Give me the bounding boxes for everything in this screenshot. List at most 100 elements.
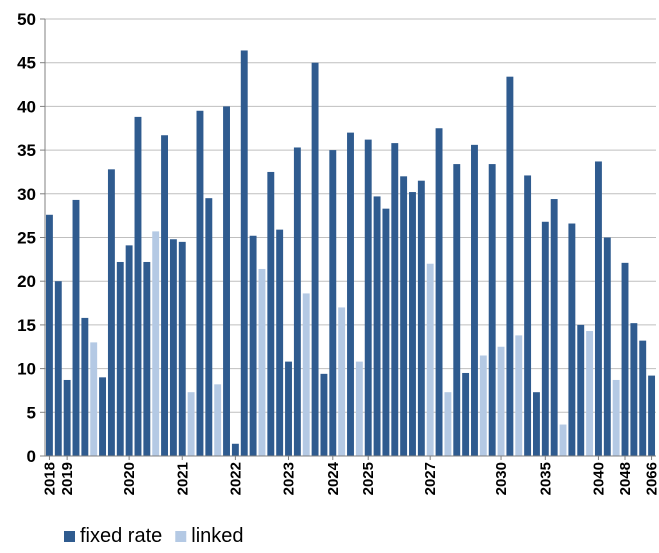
- y-tick-label: 25: [17, 229, 36, 248]
- bar-linked: [187, 392, 195, 456]
- x-tick-label: 2027: [422, 462, 439, 495]
- legend-swatch: [64, 531, 75, 542]
- bar-linked: [258, 268, 266, 456]
- bar-linked: [338, 307, 346, 456]
- x-tick-label: 2025: [360, 462, 377, 495]
- y-tick-label: 50: [17, 10, 36, 29]
- bar-fixed-rate: [116, 261, 124, 456]
- bar-fixed-rate: [471, 144, 478, 456]
- bar-fixed-rate: [276, 229, 284, 456]
- legend-label: fixed rate: [80, 525, 162, 547]
- bar-fixed-rate: [382, 208, 390, 456]
- x-tick-label: 2066: [644, 462, 659, 495]
- bar-fixed-rate: [196, 110, 204, 457]
- bar-linked: [479, 355, 487, 456]
- bar-fixed-rate: [621, 262, 629, 456]
- y-tick-label: 0: [27, 447, 36, 466]
- bar-fixed-rate: [347, 132, 354, 456]
- bar-fixed-rate: [143, 261, 151, 456]
- bar-linked: [444, 392, 452, 456]
- bar-fixed-rate: [409, 192, 416, 456]
- bar-fixed-rate: [329, 150, 337, 456]
- bar-linked: [497, 346, 505, 456]
- bar-linked: [152, 231, 160, 456]
- bar-linked: [612, 379, 620, 456]
- bar-linked: [586, 331, 594, 456]
- bar-fixed-rate: [231, 443, 239, 456]
- bar-fixed-rate: [639, 340, 647, 456]
- bar-fixed-rate: [603, 237, 611, 456]
- x-tick-label: 2019: [59, 462, 76, 495]
- y-tick-label: 30: [17, 185, 36, 204]
- bar-fixed-rate: [125, 245, 133, 456]
- legend-swatch: [175, 531, 187, 542]
- y-tick-label: 35: [17, 141, 36, 160]
- x-tick-label: 2023: [281, 462, 298, 495]
- bar-fixed-rate: [169, 239, 177, 456]
- bar-fixed-rate: [54, 281, 62, 456]
- legend-label: linked: [191, 525, 243, 547]
- bar-fixed-rate: [161, 135, 168, 456]
- bar-fixed-rate: [373, 196, 381, 456]
- x-tick-label: 2048: [617, 462, 634, 495]
- bar-fixed-rate: [648, 375, 656, 456]
- bar-fixed-rate: [72, 199, 80, 456]
- bar-fixed-rate: [533, 392, 540, 456]
- bar-linked: [559, 424, 567, 456]
- x-axis-ticks: 2018 2019 2020 2021 2022 2023 2024 2025 2027 2030…: [41, 461, 659, 495]
- x-tick-label: 2024: [325, 461, 342, 495]
- y-tick-label: 10: [17, 360, 36, 379]
- bar-fixed-rate: [107, 169, 115, 456]
- bar-fixed-rate: [568, 223, 576, 456]
- y-tick-label: 20: [17, 272, 36, 291]
- bar-fixed-rate: [541, 221, 549, 456]
- bar-linked: [515, 335, 523, 456]
- bar-linked: [90, 342, 98, 456]
- bars: [45, 50, 656, 457]
- bar-linked: [302, 293, 310, 456]
- bar-fixed-rate: [524, 175, 532, 457]
- bar-fixed-rate: [594, 161, 602, 456]
- x-tick-label: 2035: [537, 462, 554, 495]
- bar-fixed-rate: [99, 377, 107, 456]
- y-tick-label: 45: [17, 54, 36, 73]
- y-tick-label: 15: [17, 316, 36, 335]
- bar-fixed-rate: [462, 372, 470, 456]
- bar-linked: [355, 361, 363, 456]
- x-tick-label: 2040: [590, 462, 607, 495]
- x-tick-label: 2030: [493, 462, 510, 495]
- x-tick-label: 2018: [41, 462, 58, 495]
- bar-fixed-rate: [417, 180, 425, 456]
- bar-fixed-rate: [577, 324, 585, 456]
- bar-fixed-rate: [391, 143, 399, 456]
- bar-fixed-rate: [550, 199, 558, 456]
- bar-fixed-rate: [285, 361, 292, 456]
- bar-fixed-rate: [435, 128, 443, 456]
- bar-fixed-rate: [293, 147, 301, 456]
- bar-fixed-rate: [267, 171, 275, 456]
- bar-fixed-rate: [453, 164, 461, 457]
- x-tick-label: 2022: [227, 462, 244, 495]
- bar-fixed-rate: [178, 241, 186, 456]
- legend: fixed rate linked: [64, 525, 244, 547]
- bar-fixed-rate: [63, 379, 71, 456]
- bar-linked: [214, 384, 222, 456]
- bar-fixed-rate: [320, 373, 328, 456]
- y-tick-label: 40: [17, 97, 36, 116]
- bar-fixed-rate: [400, 176, 408, 456]
- bar-fixed-rate: [81, 317, 89, 456]
- bar-fixed-rate: [630, 323, 638, 456]
- bar-fixed-rate: [45, 214, 53, 456]
- bar-fixed-rate: [506, 76, 514, 457]
- bar-fixed-rate: [311, 62, 319, 456]
- bar-fixed-rate: [134, 116, 142, 456]
- x-tick-label: 2020: [121, 462, 138, 495]
- x-tick-label: 2021: [174, 462, 191, 495]
- bar-fixed-rate: [205, 198, 213, 457]
- bar-fixed-rate: [249, 235, 257, 456]
- y-tick-label: 5: [27, 403, 36, 422]
- y-axis-ticks: 0 5 10 15 20 25 30 35 40 45 50: [17, 10, 36, 466]
- bar-fixed-rate: [223, 106, 230, 457]
- axes: [40, 18, 656, 460]
